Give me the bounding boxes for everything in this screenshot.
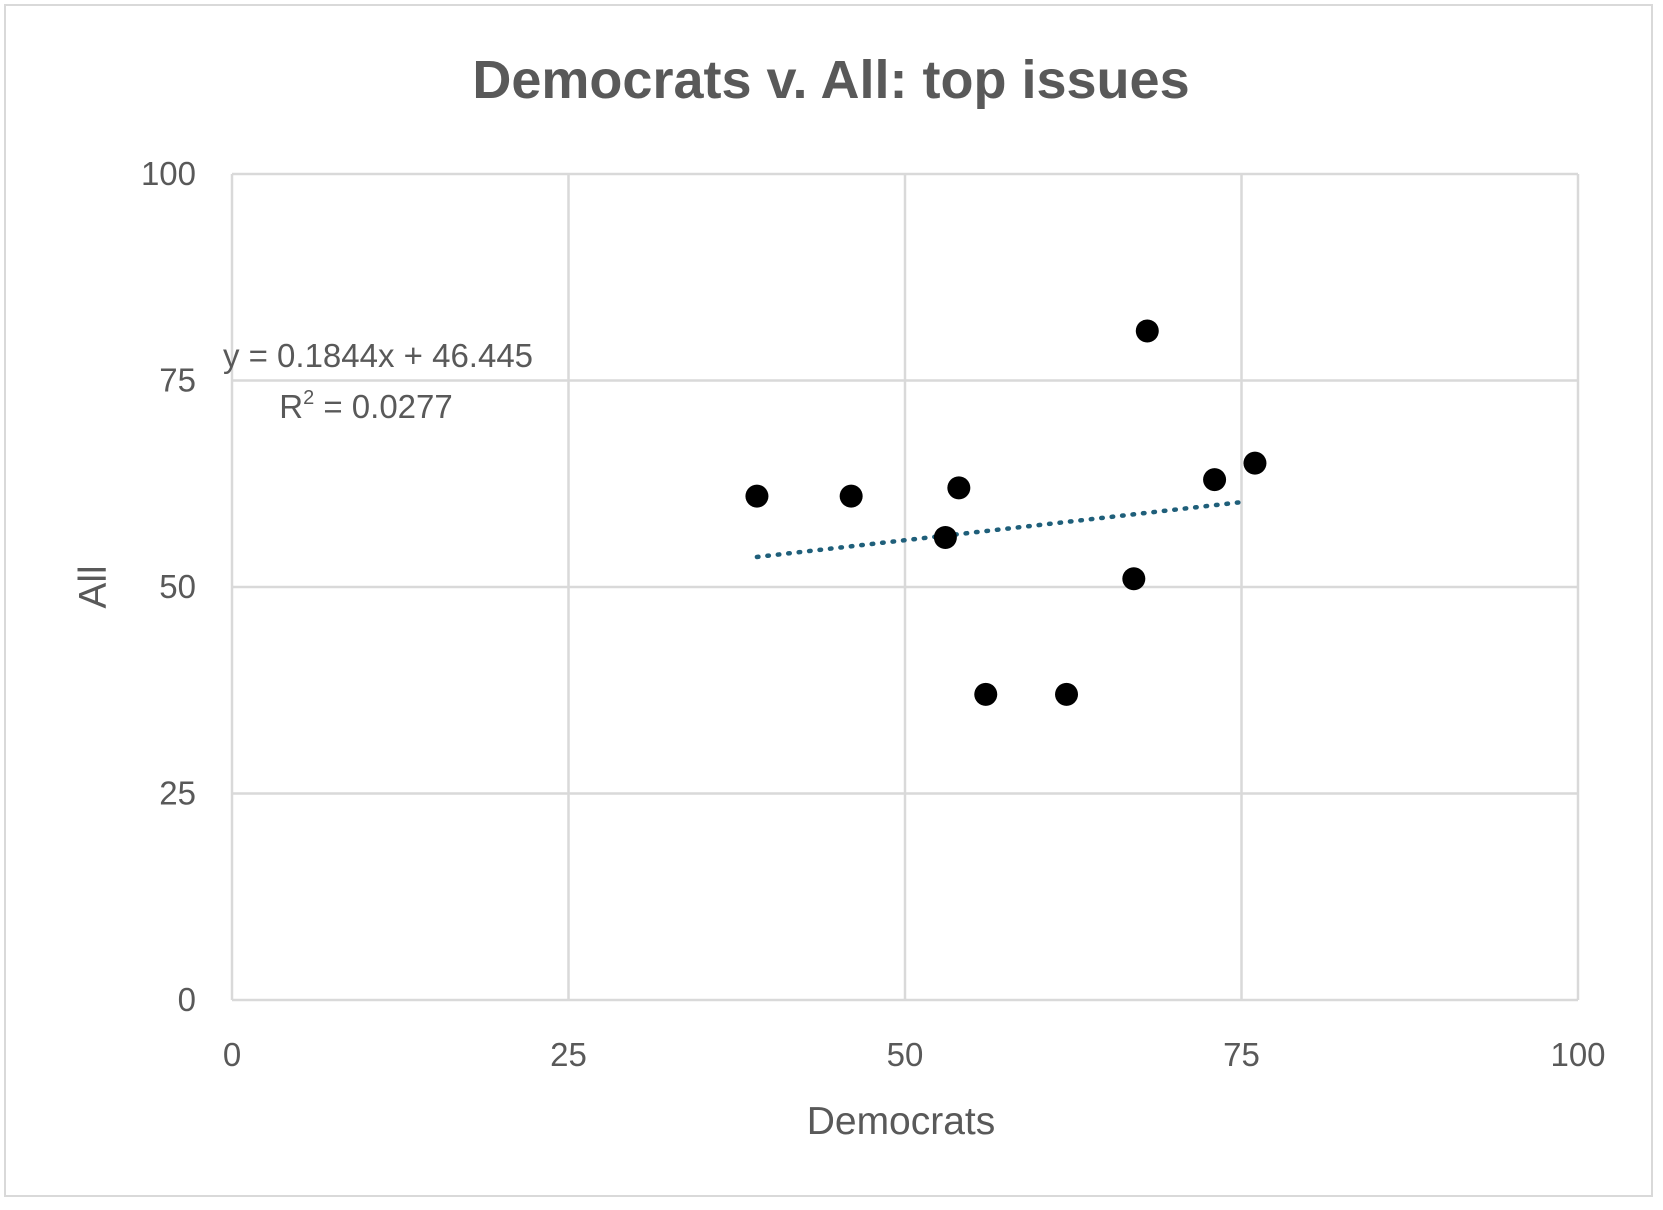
data-point-8	[1203, 468, 1227, 492]
y-tick-label-1: 25	[159, 775, 196, 812]
x-tick-label-1: 25	[550, 1036, 587, 1073]
x-tick-label-2: 50	[887, 1036, 924, 1073]
data-point-1	[839, 484, 863, 508]
data-point-7	[1135, 319, 1159, 343]
trendline-equation: y = 0.1844x + 46.445	[223, 337, 533, 374]
data-point-3	[947, 476, 971, 500]
r-squared-exponent: 2	[303, 387, 314, 409]
trendline	[754, 499, 1244, 560]
data-point-2	[933, 525, 957, 549]
data-point-6	[1122, 567, 1146, 591]
data-point-5	[1055, 682, 1079, 706]
y-tick-label-0: 0	[178, 981, 196, 1018]
x-axis-ticks: 0 25 50 75 100	[223, 1036, 1606, 1073]
r-squared-value: = 0.0277	[314, 388, 453, 425]
x-tick-label-0: 0	[223, 1036, 241, 1073]
data-point-0	[745, 484, 769, 508]
trendline-r-squared: R2 = 0.0277	[279, 387, 453, 425]
data-points	[745, 319, 1267, 706]
y-axis-ticks: 0 25 50 75 100	[141, 155, 196, 1018]
data-point-9	[1243, 451, 1267, 475]
r-squared-symbol: R	[279, 388, 303, 425]
chart-title: Democrats v. All: top issues	[472, 50, 1189, 110]
y-tick-label-2: 50	[159, 568, 196, 605]
y-tick-label-3: 75	[159, 362, 196, 399]
x-tick-label-3: 75	[1223, 1036, 1260, 1073]
trendline-group	[754, 499, 1244, 560]
x-tick-label-4: 100	[1550, 1036, 1605, 1073]
gridlines	[230, 172, 1580, 1002]
y-tick-label-4: 100	[141, 155, 196, 192]
x-axis-title: Democrats	[807, 1100, 996, 1143]
chart-frame	[4, 4, 1653, 1197]
y-axis-title: All	[72, 565, 115, 608]
data-point-4	[974, 682, 998, 706]
